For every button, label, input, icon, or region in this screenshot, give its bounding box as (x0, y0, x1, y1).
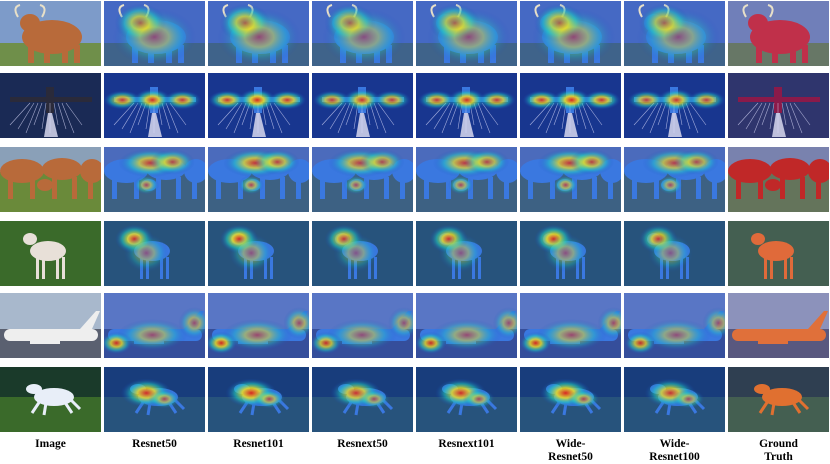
cows-ground_truth-cell (728, 147, 829, 212)
highland-cow-wide_resnet50-cell (520, 1, 621, 66)
airliner-resnext101-cell (416, 293, 517, 358)
airliner-resnext50-cell (312, 293, 413, 358)
highland-cow-resnext101-cell (416, 1, 517, 66)
highland-cow-ground_truth-cell (728, 1, 829, 66)
cows-resnext101-cell (416, 147, 517, 212)
horse-image-cell (0, 367, 101, 432)
highland-cow-resnext50-cell (312, 1, 413, 66)
cows-wide_resnet100-cell (624, 147, 725, 212)
horse-wide_resnet100-cell (624, 367, 725, 432)
column-label-wide_resnet50: Wide- Resnet50 (548, 438, 593, 463)
cows-wide_resnet50-cell (520, 147, 621, 212)
airplane-flares-wide_resnet50-cell (520, 73, 621, 138)
sheep-resnext101-cell (416, 221, 517, 286)
airplane-flares-wide_resnet100-cell (624, 73, 725, 138)
sheep-resnet101-cell (208, 221, 309, 286)
sheep-image-cell (0, 221, 101, 286)
column-label-resnext101: Resnext101 (438, 438, 495, 450)
horse-resnet101-cell (208, 367, 309, 432)
sheep-resnet50-cell (104, 221, 205, 286)
column-label-resnext50: Resnext50 (337, 438, 388, 450)
airplane-flares-ground_truth-cell (728, 73, 829, 138)
column-label-wide_resnet100: Wide- Resnet100 (649, 438, 700, 463)
cows-resnet101-cell (208, 147, 309, 212)
airplane-flares-resnext50-cell (312, 73, 413, 138)
airplane-flares-resnext101-cell (416, 73, 517, 138)
airplane-flares-resnet50-cell (104, 73, 205, 138)
highland-cow-resnet101-cell (208, 1, 309, 66)
horse-wide_resnet50-cell (520, 367, 621, 432)
airliner-wide_resnet100-cell (624, 293, 725, 358)
horse-resnext101-cell (416, 367, 517, 432)
cows-resnet50-cell (104, 147, 205, 212)
highland-cow-resnet50-cell (104, 1, 205, 66)
horse-resnet50-cell (104, 367, 205, 432)
airplane-flares-image-cell (0, 73, 101, 138)
column-label-resnet101: Resnet101 (233, 438, 284, 450)
column-label-image: Image (35, 438, 66, 450)
horse-resnext50-cell (312, 367, 413, 432)
sheep-ground_truth-cell (728, 221, 829, 286)
column-label-resnet50: Resnet50 (132, 438, 177, 450)
airliner-wide_resnet50-cell (520, 293, 621, 358)
highland-cow-wide_resnet100-cell (624, 1, 725, 66)
airliner-resnet101-cell (208, 293, 309, 358)
column-label-ground_truth: Ground Truth (759, 438, 798, 463)
airliner-image-cell (0, 293, 101, 358)
cows-image-cell (0, 147, 101, 212)
highland-cow-image-cell (0, 1, 101, 66)
cows-resnext50-cell (312, 147, 413, 212)
airliner-ground_truth-cell (728, 293, 829, 358)
airliner-resnet50-cell (104, 293, 205, 358)
sheep-wide_resnet50-cell (520, 221, 621, 286)
sheep-wide_resnet100-cell (624, 221, 725, 286)
horse-ground_truth-cell (728, 367, 829, 432)
airplane-flares-resnet101-cell (208, 73, 309, 138)
sheep-resnext50-cell (312, 221, 413, 286)
